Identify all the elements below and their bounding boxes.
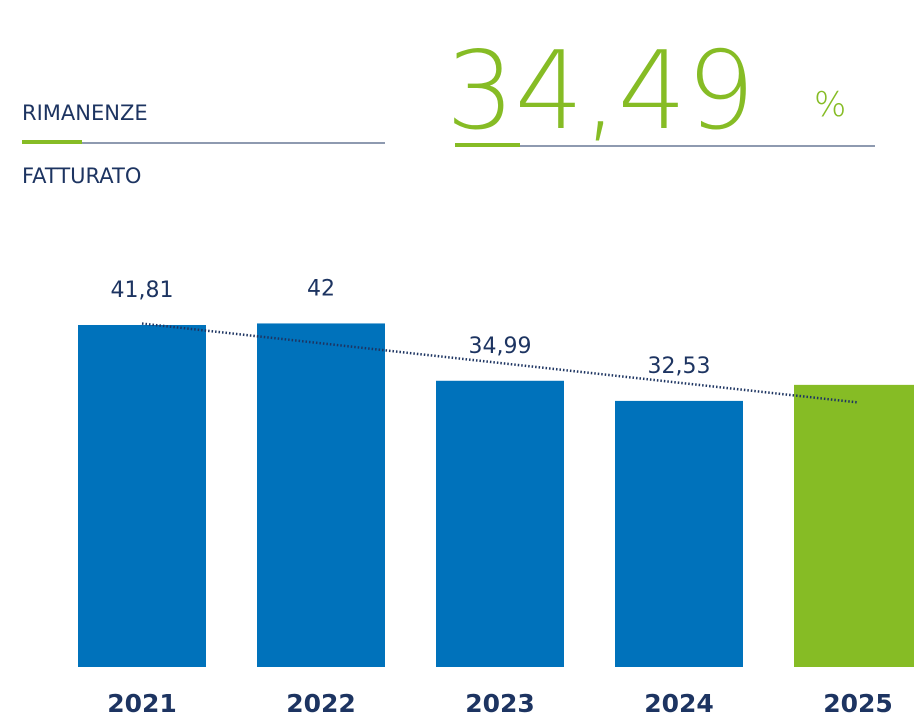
bar bbox=[436, 380, 564, 667]
bar bbox=[794, 384, 914, 667]
trend-line bbox=[141, 322, 859, 404]
x-tick-label: 2021 bbox=[107, 689, 177, 718]
bar bbox=[257, 323, 385, 667]
x-tick-label: 2022 bbox=[286, 689, 356, 718]
x-tick-label: 2023 bbox=[465, 689, 535, 718]
value-label: 42 bbox=[307, 276, 335, 301]
headline-unit: % bbox=[814, 85, 846, 125]
headline-accent bbox=[455, 143, 520, 147]
fraction-accent bbox=[22, 140, 82, 144]
bar bbox=[615, 400, 743, 667]
bar bbox=[78, 324, 206, 667]
value-label: 32,53 bbox=[648, 354, 711, 379]
numerator-label: RIMANENZE bbox=[22, 101, 148, 125]
value-label: 34,99 bbox=[469, 334, 532, 359]
x-tick-label: 2025 bbox=[823, 689, 893, 718]
value-label: 41,81 bbox=[111, 278, 174, 303]
denominator-label: FATTURATO bbox=[22, 164, 141, 188]
headline-value: 34,49 bbox=[446, 29, 755, 154]
x-tick-label: 2024 bbox=[644, 689, 714, 718]
